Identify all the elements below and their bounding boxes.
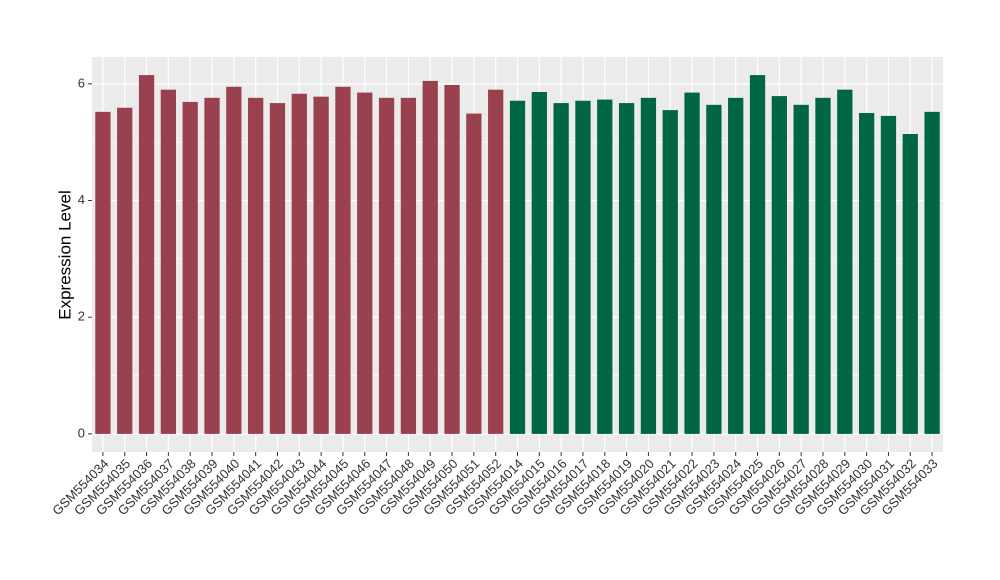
bar: [378, 97, 395, 434]
bar: [684, 92, 700, 434]
bar: [924, 111, 940, 434]
y-tick-label: 0: [78, 425, 85, 440]
bar: [204, 97, 220, 434]
bar: [335, 86, 351, 434]
y-axis-label: Expression Level: [55, 190, 74, 319]
bar: [226, 86, 242, 434]
bar: [313, 96, 329, 434]
bar: [749, 75, 766, 434]
bar: [706, 104, 722, 434]
bar: [248, 97, 264, 434]
bar: [640, 97, 657, 434]
bar: [815, 97, 831, 434]
bar: [488, 89, 504, 434]
bar: [553, 103, 569, 434]
y-tick-label: 4: [78, 192, 85, 207]
bar: [291, 93, 307, 434]
bar: [444, 85, 460, 434]
bar: [771, 96, 787, 434]
bar: [597, 99, 613, 434]
y-tick-label: 6: [78, 75, 85, 90]
bar: [880, 115, 897, 434]
bar: [466, 113, 482, 434]
bar: [531, 92, 547, 434]
bar: [95, 111, 111, 434]
bar: [117, 107, 133, 434]
bar: [422, 80, 438, 434]
bar: [269, 103, 286, 434]
bar: [793, 104, 809, 434]
bar: [858, 113, 875, 434]
y-tick-label: 2: [78, 309, 85, 324]
bar: [138, 75, 155, 434]
bar: [575, 100, 591, 434]
bar: [837, 89, 853, 434]
bar: [618, 103, 635, 434]
bar: [160, 89, 177, 434]
bar: [357, 92, 373, 434]
bar: [400, 97, 417, 434]
bar: [728, 97, 744, 434]
bar: [662, 110, 678, 434]
bar: [902, 134, 918, 434]
bar: [182, 101, 198, 434]
bar: [509, 100, 526, 434]
